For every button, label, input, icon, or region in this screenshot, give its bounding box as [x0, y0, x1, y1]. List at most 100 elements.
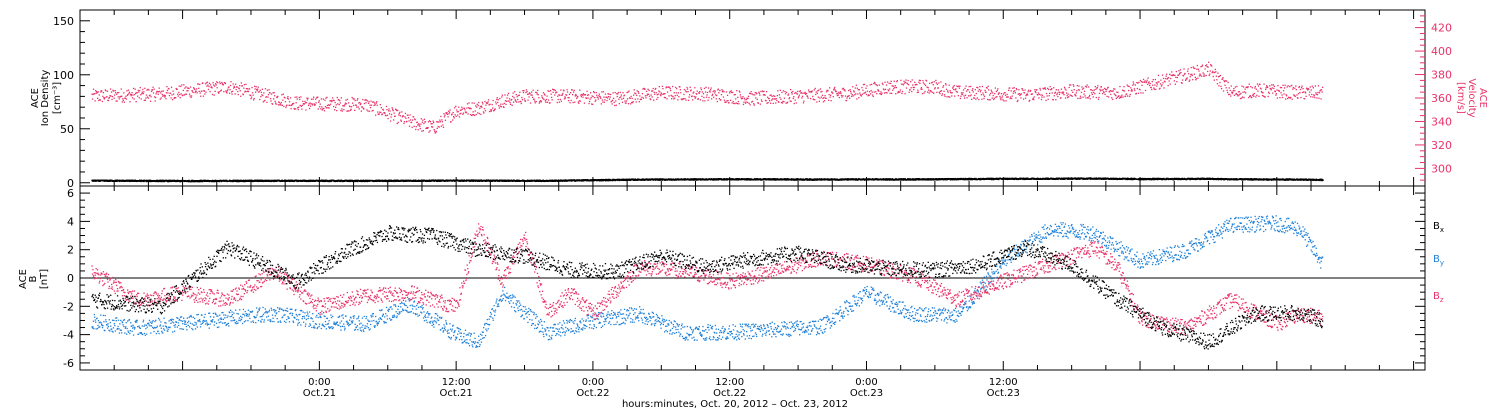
- velocity-point: [606, 99, 608, 102]
- velocity-point: [548, 90, 550, 92]
- velocity-point: [325, 107, 328, 109]
- velocity-point: [380, 107, 382, 109]
- velocity-point: [1319, 89, 1322, 91]
- velocity-point: [544, 100, 547, 102]
- density-point: [258, 179, 260, 181]
- velocity-point: [987, 98, 989, 101]
- velocity-point: [508, 100, 510, 102]
- velocity-point: [692, 99, 694, 101]
- velocity-point: [1256, 83, 1259, 85]
- velocity-point: [787, 94, 789, 96]
- velocity-point: [918, 79, 920, 81]
- density-point: [270, 180, 272, 183]
- velocity-point: [209, 90, 211, 93]
- velocity-point: [960, 92, 963, 94]
- velocity-point: [648, 95, 651, 97]
- velocity-point: [933, 92, 935, 94]
- velocity-point: [285, 106, 287, 109]
- velocity-point: [939, 92, 941, 95]
- velocity-point: [578, 102, 580, 104]
- velocity-point: [927, 87, 929, 89]
- velocity-point: [327, 107, 329, 109]
- velocity-point: [1097, 85, 1099, 87]
- velocity-point: [1078, 85, 1080, 87]
- velocity-point: [538, 97, 540, 99]
- velocity-point: [600, 97, 602, 99]
- velocity-point: [909, 89, 911, 91]
- velocity-point: [357, 98, 359, 100]
- density-point: [128, 180, 131, 183]
- velocity-point: [175, 97, 177, 99]
- velocity-point: [1244, 88, 1246, 90]
- velocity-point: [801, 95, 804, 97]
- velocity-point: [1176, 76, 1178, 79]
- velocity-point: [602, 91, 605, 93]
- velocity-point: [444, 114, 446, 116]
- velocity-point: [946, 96, 948, 98]
- velocity-point: [492, 107, 494, 109]
- velocity-point: [509, 103, 512, 105]
- velocity-point: [631, 101, 633, 104]
- velocity-point: [1090, 89, 1092, 91]
- density-point: [176, 180, 179, 183]
- velocity-point: [974, 89, 976, 91]
- velocity-point: [1301, 85, 1303, 87]
- velocity-point: [601, 91, 603, 93]
- velocity-point: [1224, 84, 1226, 86]
- velocity-point: [720, 99, 722, 101]
- velocity-point: [398, 112, 400, 115]
- velocity-point: [111, 95, 114, 98]
- velocity-point: [563, 98, 566, 100]
- velocity-point: [580, 94, 582, 96]
- velocity-point: [448, 111, 451, 113]
- velocity-point: [1227, 91, 1229, 94]
- velocity-point: [247, 90, 250, 93]
- velocity-point: [397, 121, 399, 124]
- velocity-point: [646, 93, 649, 95]
- velocity-point: [143, 91, 145, 93]
- density-point: [512, 179, 515, 181]
- velocity-point: [217, 91, 219, 93]
- velocity-point: [1189, 79, 1191, 81]
- velocity-point: [1073, 85, 1075, 87]
- velocity-point: [499, 105, 501, 107]
- velocity-point: [409, 119, 412, 121]
- velocity-point: [1134, 89, 1136, 92]
- velocity-point: [456, 109, 458, 111]
- velocity-point: [813, 89, 815, 91]
- density-point: [244, 180, 247, 182]
- velocity-point: [669, 88, 671, 90]
- velocity-point: [338, 98, 340, 101]
- velocity-point: [672, 85, 674, 88]
- velocity-point: [577, 96, 579, 98]
- velocity-point: [862, 89, 864, 91]
- velocity-point: [208, 85, 210, 88]
- velocity-point: [836, 94, 838, 97]
- velocity-point: [993, 97, 995, 99]
- velocity-point: [578, 100, 580, 102]
- velocity-point: [599, 96, 601, 98]
- velocity-point: [1139, 89, 1141, 91]
- velocity-point: [1164, 77, 1167, 80]
- velocity-point: [996, 89, 998, 92]
- velocity-point: [833, 88, 835, 90]
- velocity-point: [123, 92, 125, 94]
- velocity-point: [832, 92, 834, 94]
- velocity-point: [978, 98, 980, 101]
- velocity-point: [1042, 88, 1045, 90]
- velocity-point: [417, 124, 419, 126]
- velocity-point: [694, 87, 696, 89]
- velocity-point: [822, 97, 824, 100]
- velocity-point: [821, 90, 823, 93]
- velocity-point: [953, 85, 955, 87]
- velocity-point: [749, 92, 751, 94]
- velocity-point: [890, 80, 892, 82]
- velocity-point: [921, 88, 923, 90]
- velocity-point: [160, 92, 162, 94]
- velocity-point: [270, 93, 273, 95]
- velocity-point: [1088, 96, 1090, 98]
- velocity-point: [950, 92, 952, 94]
- velocity-point: [751, 101, 753, 103]
- velocity-point: [279, 103, 281, 105]
- velocity-point: [401, 111, 403, 113]
